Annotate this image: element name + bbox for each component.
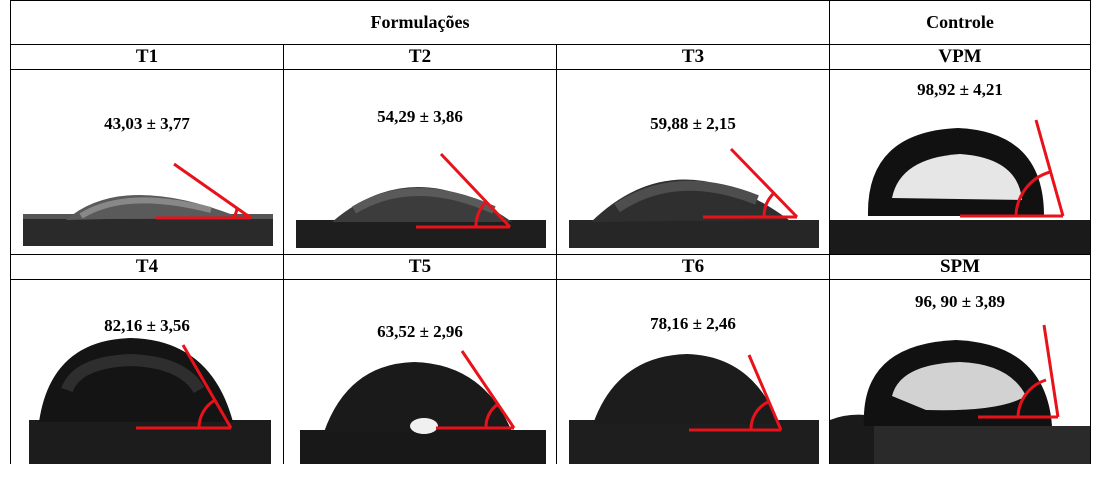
angle-value-vpm: 98,92 ± 4,21 [917,80,1003,99]
label-vpm: VPM [829,44,1091,70]
droplet-cell-t3: 59,88 ± 2,15 [556,69,830,255]
control-header: Controle [829,0,1091,45]
label-t4: T4 [10,254,284,280]
droplet-cell-t5: 63,52 ± 2,96 [283,279,557,464]
label-t6: T6 [556,254,830,280]
droplet-cell-t4: 82,16 ± 3,56 [10,279,284,464]
angle-value-t6: 78,16 ± 2,46 [650,314,736,333]
label-t3: T3 [556,44,830,70]
angle-value-t1: 43,03 ± 3,77 [104,114,190,133]
droplet-cell-t1: 43,03 ± 3,77 [10,69,284,255]
angle-value-t5: 63,52 ± 2,96 [377,322,463,341]
contact-angle-table: Formulações Controle T1 T2 T3 VPM 43,03 … [10,0,1091,464]
droplet-image-t2 [296,152,546,248]
angle-value-t3: 59,88 ± 2,15 [650,114,736,133]
formulations-header: Formulações [10,0,830,45]
label-t5: T5 [283,254,557,280]
angle-value-t4: 82,16 ± 3,56 [104,316,190,335]
droplet-cell-vpm: 98,92 ± 4,21 [829,69,1091,255]
droplet-image-t4 [29,338,271,464]
droplet-image-vpm [830,119,1090,254]
droplet-cell-spm: 96, 90 ± 3,89 [829,279,1091,464]
droplet-image-t3 [569,147,819,248]
label-spm: SPM [829,254,1091,280]
droplet-image-spm [830,324,1090,464]
angle-value-spm: 96, 90 ± 3,89 [914,292,1006,311]
droplet-cell-t2: 54,29 ± 3,86 [283,69,557,255]
label-t1: T1 [10,44,284,70]
label-t2: T2 [283,44,557,70]
droplet-image-t5 [300,350,546,464]
droplet-image-t1 [23,162,273,246]
droplet-image-t6 [569,354,819,464]
angle-value-t2: 54,29 ± 3,86 [377,107,463,126]
droplet-cell-t6: 78,16 ± 2,46 [556,279,830,464]
